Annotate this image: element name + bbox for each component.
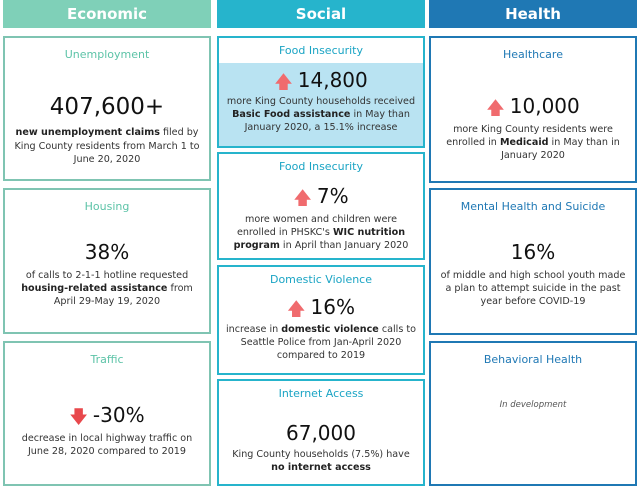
healthcare-card[interactable]: Healthcare 🡅 10,000 more King County resi… (429, 36, 637, 183)
mental-health-card[interactable]: Mental Health and Suicide 16% of middle … (429, 188, 637, 335)
economic-header[interactable]: Economic (3, 0, 211, 28)
economic-column: Economic Unemployment 407,600+ new unemp… (3, 0, 211, 486)
arrow-up-icon: 🡅 (293, 188, 312, 209)
traffic-card[interactable]: Traffic 🡇 -30% decrease in local highway … (3, 341, 211, 486)
housing-card[interactable]: Housing 38% of calls to 2-1-1 hotline re… (3, 188, 211, 334)
arrow-up-icon: 🡅 (274, 72, 293, 93)
social-header[interactable]: Social (217, 0, 425, 28)
status-text: In development (499, 400, 567, 410)
card-title: Healthcare (503, 48, 563, 61)
card-title: Food Insecurity (278, 160, 363, 173)
arrow-up-icon: 🡅 (287, 299, 306, 320)
card-description: decrease in local highway traffic on Jun… (21, 432, 193, 458)
card-title: Behavioral Health (483, 353, 583, 366)
card-title: Domestic Violence (269, 273, 372, 286)
card-description: King County households (7.5%) have no in… (232, 449, 410, 474)
card-value: 🡅 7% (293, 184, 349, 209)
behavioral-health-card[interactable]: Behavioral Health In development (429, 341, 637, 486)
card-description: new unemployment claims filed by King Co… (14, 127, 200, 165)
food-insecurity-card-2[interactable]: Food Insecurity 🡅 7% more women and child… (217, 152, 425, 260)
card-value: 🡅 14,800 (274, 68, 368, 93)
card-title: Traffic (90, 353, 124, 366)
card-value: 🡅 16% (287, 295, 355, 320)
card-title: Housing (84, 200, 130, 213)
card-title: Internet Access (278, 387, 364, 400)
card-value: 38% (84, 240, 130, 264)
card-value: 407,600+ (49, 94, 165, 120)
social-column: Social Food Insecurity 🡅 14,800 more King… (217, 0, 425, 486)
domestic-violence-card[interactable]: Domestic Violence 🡅 16% increase in domes… (217, 265, 425, 375)
internet-access-card[interactable]: Internet Access 67,000 King County house… (217, 379, 425, 486)
card-value: 67,000 (286, 421, 356, 445)
card-description: more King County residents were enrolled… (446, 123, 620, 162)
card-description: of middle and high school youth made a p… (440, 270, 626, 308)
card-description: of calls to 2-1-1 hotline requested hous… (21, 270, 193, 308)
health-column: Health Healthcare 🡅 10,000 more King Coun… (429, 0, 637, 486)
health-header[interactable]: Health (429, 0, 637, 28)
card-value: 🡇 -30% (69, 403, 145, 428)
card-title: Unemployment (64, 48, 150, 61)
card-title: Mental Health and Suicide (460, 200, 606, 213)
unemployment-card[interactable]: Unemployment 407,600+ new unemployment c… (3, 36, 211, 181)
card-title: Food Insecurity (278, 44, 363, 57)
food-insecurity-card-1[interactable]: Food Insecurity 🡅 14,800 more King County… (217, 36, 425, 148)
card-value: 16% (510, 240, 556, 264)
card-description: more King County households received Bas… (226, 95, 416, 134)
card-description: increase in domestic violence calls to S… (225, 323, 417, 362)
arrow-down-icon: 🡇 (69, 407, 88, 428)
arrow-up-icon: 🡅 (486, 98, 505, 119)
card-description: more women and children were enrolled in… (233, 213, 409, 252)
card-value: 🡅 10,000 (486, 94, 580, 119)
